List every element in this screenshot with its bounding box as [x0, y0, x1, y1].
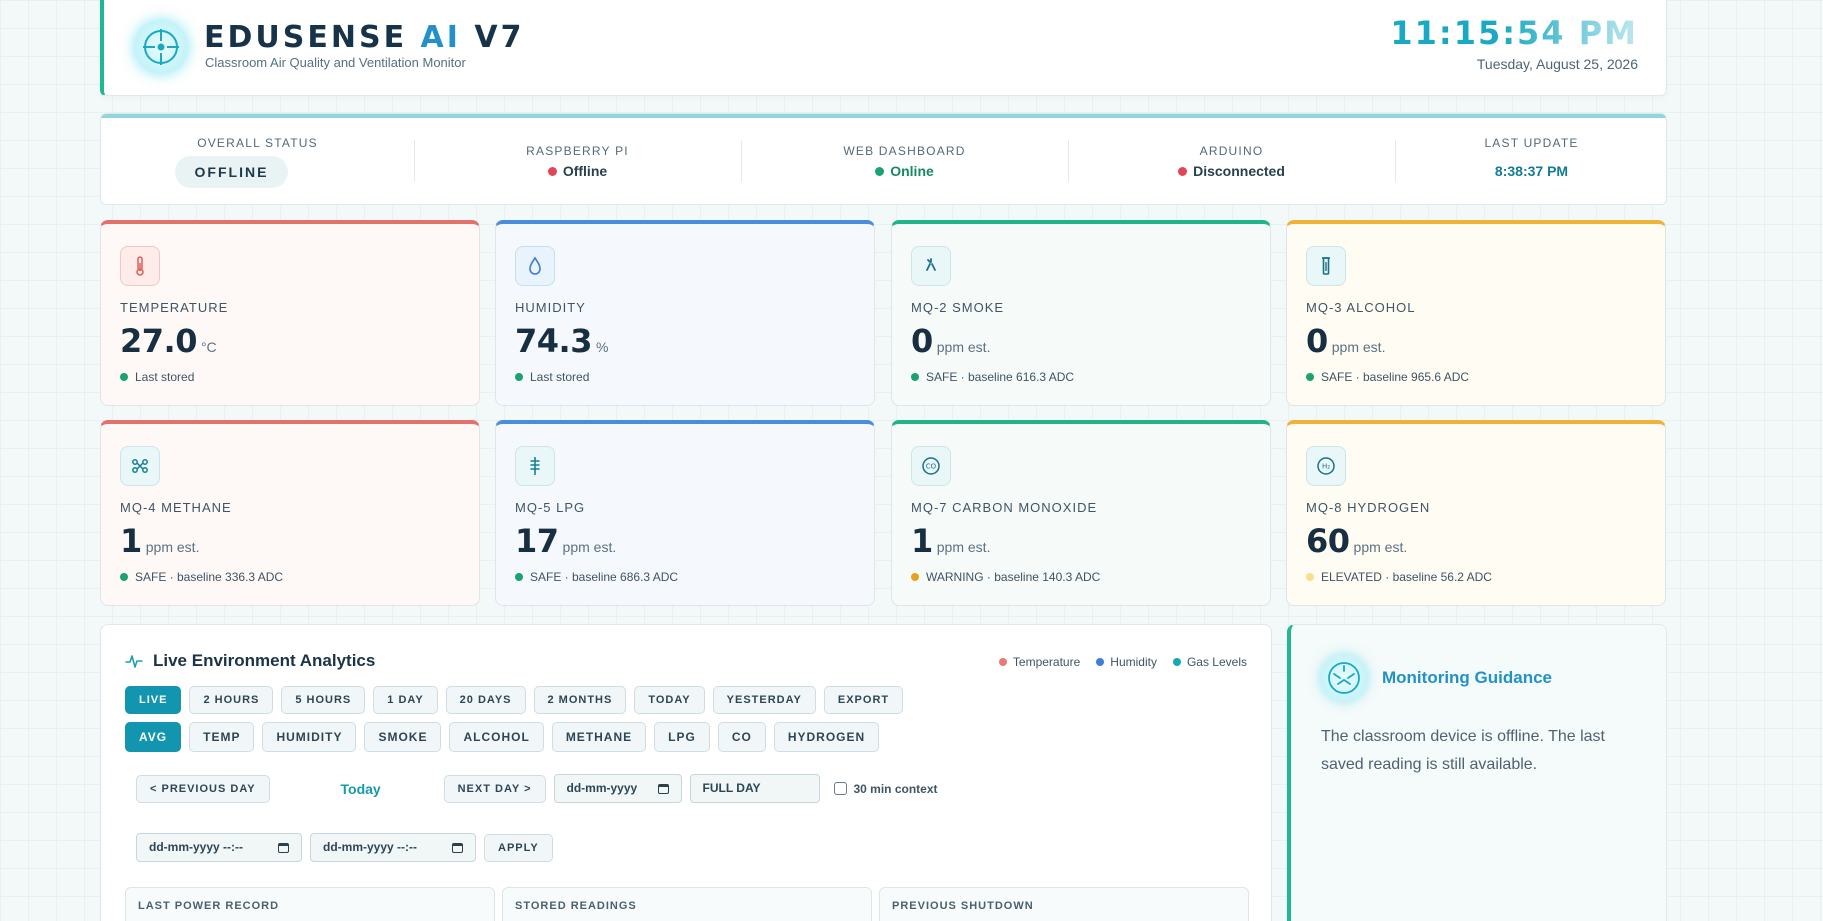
current-date: Tuesday, August 25, 2026 [1476, 56, 1638, 72]
last-power-record-panel: LAST POWER RECORD [125, 887, 495, 921]
status-dot [911, 573, 919, 581]
status-dot [911, 373, 919, 381]
smoke-icon [911, 246, 951, 286]
stored-readings-panel: STORED READINGS [502, 887, 872, 921]
time-range-buttons: LIVE 2 HOURS 5 HOURS 1 DAY 20 DAYS 2 MON… [125, 686, 911, 714]
app-header: EDUSENSE AI V7 Classroom Air Quality and… [100, 0, 1667, 96]
metric-buttons: AVG TEMP HUMIDITY SMOKE ALCOHOL METHANE … [125, 722, 887, 752]
system-status-bar: OVERALL STATUS OFFLINE RASPBERRY PI Offl… [100, 113, 1667, 205]
calendar-icon [452, 842, 463, 853]
web-dashboard-status: WEB DASHBOARD Online [741, 114, 1068, 204]
range-1-day-button[interactable]: 1 DAY [373, 686, 438, 714]
thermometer-icon [120, 246, 160, 286]
overall-status: OVERALL STATUS OFFLINE [101, 114, 414, 204]
range-2-hours-button[interactable]: 2 HOURS [189, 686, 274, 714]
status-dot [120, 373, 128, 381]
metric-avg-button[interactable]: AVG [125, 722, 182, 752]
range-to-input[interactable]: dd-mm-yyyy --:-- [310, 833, 476, 862]
chart-legend: Temperature Humidity Gas Levels [983, 655, 1247, 669]
guidance-title: Monitoring Guidance [1382, 668, 1552, 687]
status-dot [120, 573, 128, 581]
metric-temp-button[interactable]: TEMP [189, 722, 255, 752]
legend-humidity: Humidity [1096, 655, 1157, 669]
date-input[interactable]: dd-mm-yyyy [553, 774, 682, 803]
pulse-icon [125, 655, 143, 668]
molecule-icon [120, 446, 160, 486]
context-checkbox[interactable]: 30 min context [833, 782, 938, 796]
logo-crosshair-icon [134, 20, 188, 74]
day-navigation: < PREVIOUS DAY Today NEXT DAY > dd-mm-yy… [136, 774, 938, 803]
status-dot [1306, 373, 1314, 381]
range-2-months-button[interactable]: 2 MONTHS [533, 686, 627, 714]
range-yesterday-button[interactable]: YESTERDAY [712, 686, 816, 714]
last-update-time: 8:38:37 PM [1494, 163, 1569, 179]
sensor-card-alcohol: MQ-3 ALCOHOL 0 ppm est. SAFE · baseline 9… [1286, 220, 1666, 406]
range-today-button[interactable]: TODAY [634, 686, 705, 714]
range-20-days-button[interactable]: 20 DAYS [445, 686, 526, 714]
legend-gas-levels: Gas Levels [1172, 655, 1247, 669]
co-icon-text: CO [926, 463, 937, 471]
today-link[interactable]: Today [340, 780, 381, 797]
hydrogen-icon-text: H₂ [1322, 463, 1330, 471]
guidance-text: The classroom device is offline. The las… [1321, 728, 1605, 773]
analytics-panel: Live Environment Analytics Temperature H… [100, 624, 1272, 921]
metric-smoke-button[interactable]: SMOKE [364, 722, 442, 752]
metric-humidity-button[interactable]: HUMIDITY [262, 722, 357, 752]
hydrogen-icon: H₂ [1306, 446, 1346, 486]
status-dot [515, 373, 523, 381]
live-clock: 11:15:54 PM [1390, 14, 1638, 52]
co-icon: CO [911, 446, 951, 486]
sensor-card-lpg: MQ-5 LPG 17 ppm est. SAFE · baseline 686.… [495, 420, 875, 606]
export-button[interactable]: EXPORT [823, 686, 904, 714]
range-from-input[interactable]: dd-mm-yyyy --:-- [136, 833, 302, 862]
app-title: EDUSENSE AI V7 [204, 20, 525, 55]
status-dot [547, 167, 557, 176]
metric-lpg-button[interactable]: LPG [654, 722, 710, 752]
metric-hydrogen-button[interactable]: HYDROGEN [773, 722, 880, 752]
metric-co-button[interactable]: CO [717, 722, 766, 752]
calendar-icon [278, 842, 289, 853]
metric-alcohol-button[interactable]: ALCOHOL [449, 722, 544, 752]
sensor-card-humidity: HUMIDITY 74.3% Last stored [495, 220, 875, 406]
full-day-select[interactable]: FULL DAY [689, 774, 820, 803]
alcohol-icon [1306, 246, 1346, 286]
app-subtitle: Classroom Air Quality and Ventilation Mo… [205, 55, 466, 70]
previous-day-button[interactable]: < PREVIOUS DAY [136, 774, 270, 803]
sensor-card-carbon-monoxide: CO MQ-7 CARBON MONOXIDE 1 ppm est. WARNIN… [891, 420, 1271, 606]
range-5-hours-button[interactable]: 5 HOURS [281, 686, 366, 714]
guidance-radar-icon [1321, 655, 1367, 701]
status-dot [1306, 573, 1314, 581]
sensor-card-hydrogen: H₂ MQ-8 HYDROGEN 60 ppm est. ELEVATED · b… [1286, 420, 1666, 606]
sensor-card-temperature: TEMPERATURE 27.0 °C Last stored [100, 220, 480, 406]
raspberry-pi-status: RASPBERRY PI Offline [414, 114, 741, 204]
calendar-icon [657, 783, 669, 794]
previous-shutdown-panel: PREVIOUS SHUTDOWN [879, 887, 1249, 921]
status-dot [1178, 167, 1188, 176]
next-day-button[interactable]: NEXT DAY > [443, 774, 546, 803]
arduino-status: ARDUINO Disconnected [1068, 114, 1395, 204]
range-live-button[interactable]: LIVE [125, 686, 182, 714]
monitoring-guidance-panel: Monitoring Guidance The classroom device… [1287, 624, 1667, 921]
custom-range: dd-mm-yyyy --:-- dd-mm-yyyy --:-- APPLY [136, 833, 561, 862]
lpg-icon [515, 446, 555, 486]
sensor-card-methane: MQ-4 METHANE 1 ppm est. SAFE · baseline 3… [100, 420, 480, 606]
apply-button[interactable]: APPLY [484, 833, 553, 862]
droplet-icon [515, 246, 555, 286]
legend-temperature: Temperature [998, 655, 1080, 669]
last-update-status: LAST UPDATE 8:38:37 PM [1395, 114, 1666, 204]
checkbox-box[interactable] [833, 782, 847, 795]
analytics-title: Live Environment Analytics [125, 651, 375, 671]
overall-status-badge: OFFLINE [175, 156, 288, 188]
metric-methane-button[interactable]: METHANE [551, 722, 647, 752]
status-dot [515, 573, 523, 581]
sensor-card-smoke: MQ-2 SMOKE 0 ppm est. SAFE · baseline 616… [891, 220, 1271, 406]
status-dot [875, 167, 885, 176]
